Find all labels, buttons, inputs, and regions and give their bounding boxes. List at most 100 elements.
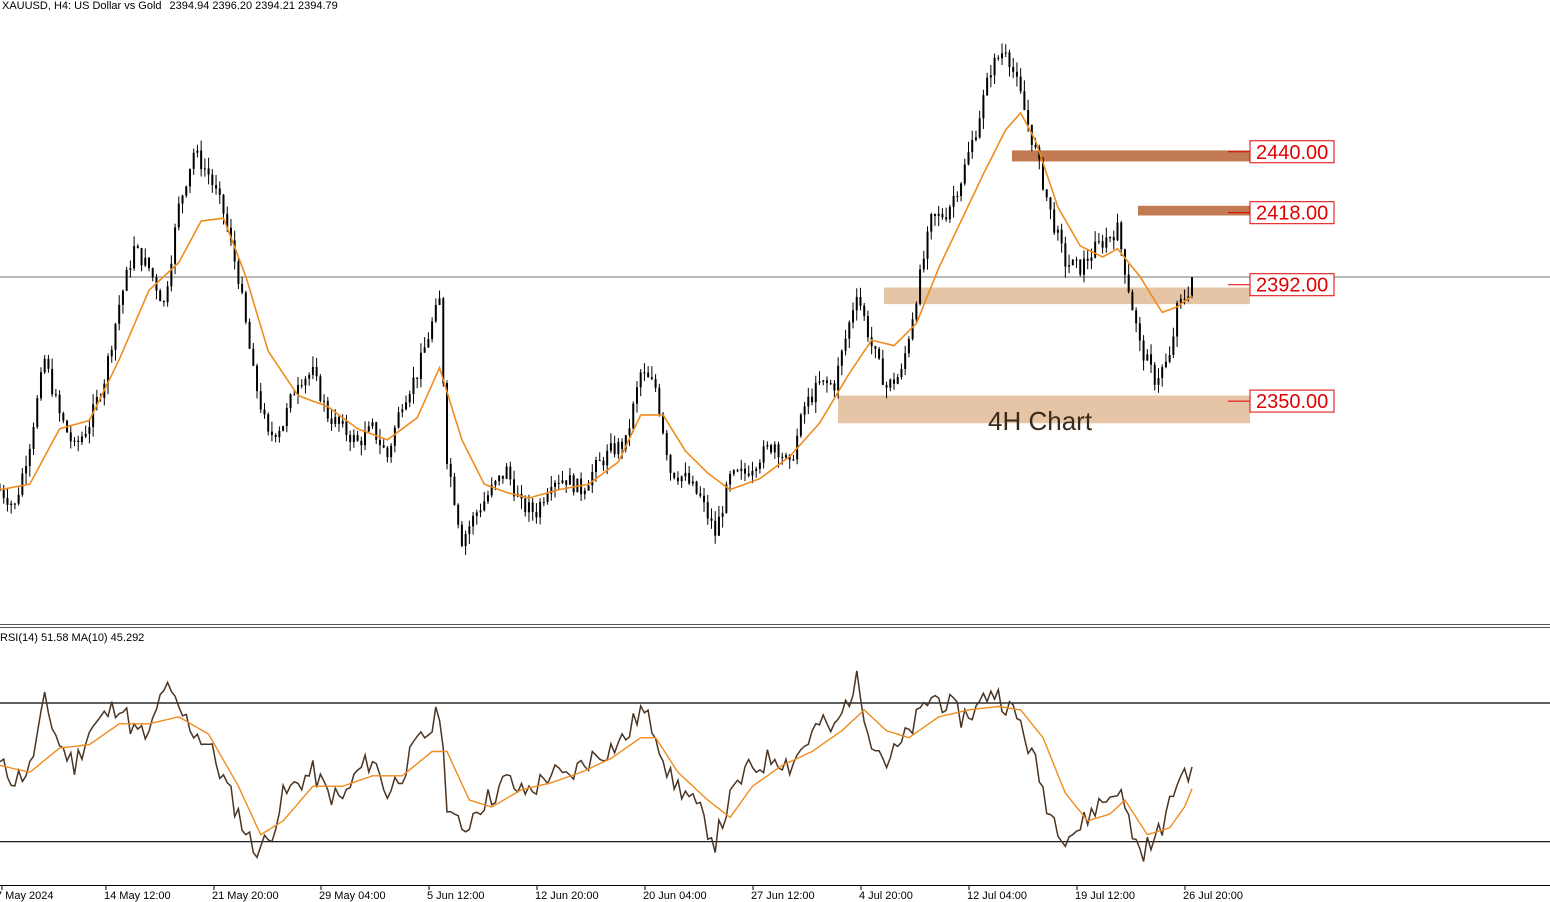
candle-body bbox=[229, 227, 232, 241]
price-panel[interactable]: 2440.00 2418.00 2392.00 2350.00 bbox=[0, 43, 1550, 628]
candle-body bbox=[118, 304, 121, 324]
candle-body bbox=[352, 435, 355, 442]
candle-body bbox=[1056, 229, 1059, 233]
candle-body bbox=[449, 463, 452, 477]
candle-body bbox=[725, 484, 728, 514]
candle-body bbox=[717, 516, 720, 536]
candle-body bbox=[285, 408, 288, 427]
candle-body bbox=[241, 283, 244, 293]
candle-body bbox=[151, 268, 154, 278]
candle-body bbox=[274, 434, 277, 438]
candle-body bbox=[565, 480, 568, 485]
candle-body bbox=[1097, 241, 1100, 243]
candle-body bbox=[121, 290, 124, 305]
candle-body bbox=[848, 322, 851, 339]
candle-body bbox=[1138, 323, 1141, 341]
candle-body bbox=[773, 444, 776, 453]
candle-body bbox=[971, 139, 974, 153]
candle-body bbox=[25, 466, 28, 474]
candle-body bbox=[676, 477, 679, 482]
candle-body bbox=[833, 383, 836, 391]
candle-body bbox=[1049, 197, 1052, 210]
candle-body bbox=[62, 413, 65, 421]
candle-body bbox=[300, 385, 303, 387]
candle-body bbox=[88, 427, 91, 434]
candle-body bbox=[513, 479, 516, 497]
candle-body bbox=[1053, 209, 1056, 233]
candle-body bbox=[684, 472, 687, 477]
time-tick-label: 20 Jun 04:00 bbox=[643, 890, 707, 902]
candle-body bbox=[382, 445, 385, 448]
level-label-box bbox=[1249, 273, 1335, 297]
candle-body bbox=[974, 137, 977, 140]
time-tick-label: 29 May 04:00 bbox=[319, 890, 386, 902]
candle-body bbox=[1131, 291, 1134, 311]
candle-body bbox=[1042, 159, 1044, 190]
candle-body bbox=[166, 286, 169, 303]
candle-body bbox=[453, 476, 456, 505]
candle-body bbox=[624, 435, 627, 449]
candle-body bbox=[587, 485, 590, 491]
candle-body bbox=[1094, 241, 1097, 258]
candle-body bbox=[595, 460, 597, 473]
candle-body bbox=[289, 394, 292, 409]
candle-body bbox=[136, 246, 139, 249]
time-tick-label: 27 Jun 12:00 bbox=[751, 890, 815, 902]
candle-body bbox=[978, 118, 981, 138]
candle-body bbox=[960, 183, 963, 196]
candle-body bbox=[811, 396, 814, 403]
time-tick-label: 12 Jun 20:00 bbox=[535, 890, 599, 902]
candle-body bbox=[267, 414, 270, 432]
candle-body bbox=[803, 406, 806, 415]
candle-body bbox=[468, 526, 471, 535]
rsi-header: RSI(14) 51.58 MA(10) 45.292 bbox=[0, 632, 144, 644]
candle-body bbox=[293, 394, 296, 396]
candle-body bbox=[315, 366, 318, 377]
candle-body bbox=[475, 512, 478, 516]
candle-body bbox=[729, 473, 732, 485]
candle-body bbox=[244, 292, 247, 322]
candle-body bbox=[177, 203, 180, 228]
candle-body bbox=[460, 524, 463, 547]
candle-body bbox=[393, 427, 396, 446]
candle-body bbox=[621, 441, 624, 449]
candle-body bbox=[233, 240, 236, 262]
candle-body bbox=[326, 400, 329, 419]
candle-body bbox=[270, 431, 273, 435]
candle-body bbox=[364, 431, 367, 446]
candle-body bbox=[885, 384, 888, 388]
candle-body bbox=[107, 356, 110, 384]
candle-body bbox=[1164, 361, 1167, 368]
rsi-line bbox=[0, 670, 1193, 862]
candle-body bbox=[498, 475, 501, 482]
candle-body bbox=[442, 298, 445, 384]
candle-body bbox=[613, 443, 616, 455]
candle-body bbox=[1019, 76, 1022, 92]
candle-body bbox=[963, 164, 966, 184]
candle-body bbox=[501, 475, 504, 479]
candle-body bbox=[222, 194, 225, 214]
candle-body bbox=[371, 422, 374, 427]
candle-body bbox=[43, 358, 46, 373]
candle-body bbox=[539, 502, 542, 518]
candle-body bbox=[997, 57, 1000, 59]
candle-body bbox=[434, 304, 437, 322]
level-label-box bbox=[1249, 389, 1335, 413]
candle-body bbox=[844, 338, 847, 351]
candle-body bbox=[1060, 229, 1063, 244]
candle-body bbox=[855, 296, 858, 311]
rsi-panel[interactable] bbox=[0, 670, 1550, 862]
candle-body bbox=[2, 489, 5, 499]
candle-body bbox=[874, 346, 877, 349]
candle-body bbox=[814, 382, 817, 403]
candle-body bbox=[900, 368, 903, 378]
candle-body bbox=[505, 466, 508, 479]
candle-body bbox=[1068, 265, 1071, 267]
candle-body bbox=[665, 433, 668, 456]
candle-body bbox=[486, 495, 489, 502]
level-label-2392: 2392.00 bbox=[1249, 273, 1335, 297]
candle-body bbox=[721, 513, 724, 517]
time-tick-label: 21 May 20:00 bbox=[212, 890, 279, 902]
candle-body bbox=[628, 428, 631, 436]
